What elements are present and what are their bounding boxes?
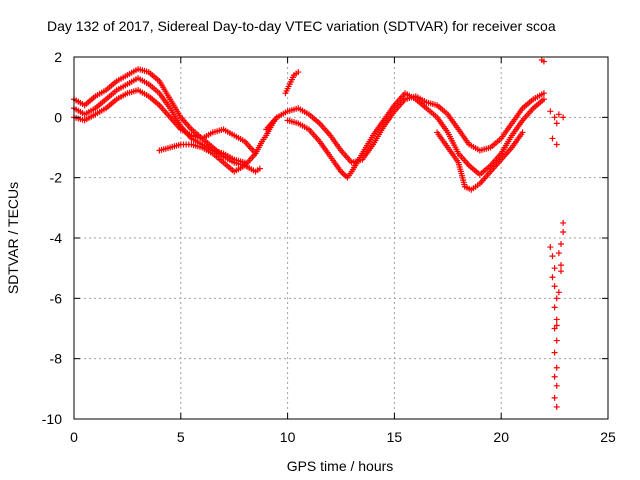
x-tick-label: 0 <box>70 429 78 445</box>
data-point <box>551 114 558 121</box>
data-point <box>553 364 560 371</box>
data-point <box>551 265 558 272</box>
data-point <box>558 241 565 248</box>
gridlines <box>74 57 608 419</box>
data-point <box>553 120 560 127</box>
x-tick-label: 10 <box>280 429 296 445</box>
data-point <box>555 289 562 296</box>
data-point <box>560 219 567 226</box>
y-tick-label: -2 <box>50 170 63 186</box>
y-tick-label: -6 <box>50 290 63 306</box>
data-point <box>553 322 560 329</box>
x-tick-label: 20 <box>493 429 509 445</box>
data-series <box>71 57 567 410</box>
data-point <box>547 108 554 115</box>
data-point <box>551 283 558 290</box>
data-point <box>551 349 558 356</box>
data-point <box>551 394 558 401</box>
data-point <box>540 58 547 65</box>
x-tick-label: 25 <box>600 429 616 445</box>
x-tick-label: 15 <box>387 429 403 445</box>
data-point <box>551 373 558 380</box>
data-point <box>549 135 556 142</box>
data-point <box>553 316 560 323</box>
data-point <box>519 129 526 136</box>
data-point <box>560 114 567 121</box>
series-track-c <box>71 87 259 157</box>
y-tick-label: -10 <box>42 411 62 427</box>
series-short-arc-10h <box>282 69 302 97</box>
series-track-f <box>284 90 547 181</box>
series-outlier-cluster-22h <box>547 219 567 410</box>
series-track-g <box>434 129 526 193</box>
y-tick-label: -8 <box>50 351 63 367</box>
data-point <box>553 141 560 148</box>
data-point <box>547 244 554 251</box>
data-point <box>256 165 263 172</box>
data-point <box>549 253 556 260</box>
data-point <box>553 403 560 410</box>
data-point <box>295 69 302 76</box>
x-axis-label: GPS time / hours <box>287 458 394 474</box>
data-point <box>553 382 560 389</box>
data-point <box>551 325 558 332</box>
data-point <box>558 262 565 269</box>
y-axis-label: SDTVAR / TECUs <box>5 182 21 294</box>
chart-title: Day 132 of 2017, Sidereal Day-to-day VTE… <box>47 18 556 34</box>
data-point <box>540 96 547 103</box>
data-point <box>551 304 558 311</box>
axis-ticks: 0 5 10 15 20 25 -10 -8 -6 -4 -2 0 2 <box>42 49 616 445</box>
y-tick-label: 2 <box>54 49 62 65</box>
data-point <box>553 337 560 344</box>
data-point <box>555 111 562 118</box>
data-point <box>558 268 565 275</box>
data-point <box>555 250 562 257</box>
series-short-arcs-22h <box>538 57 567 148</box>
data-point <box>549 274 556 281</box>
data-point <box>560 228 567 235</box>
y-tick-label: -4 <box>50 230 63 246</box>
data-point <box>540 90 547 97</box>
y-tick-label: 0 <box>54 109 62 125</box>
x-tick-label: 5 <box>177 429 185 445</box>
data-point <box>553 295 560 302</box>
